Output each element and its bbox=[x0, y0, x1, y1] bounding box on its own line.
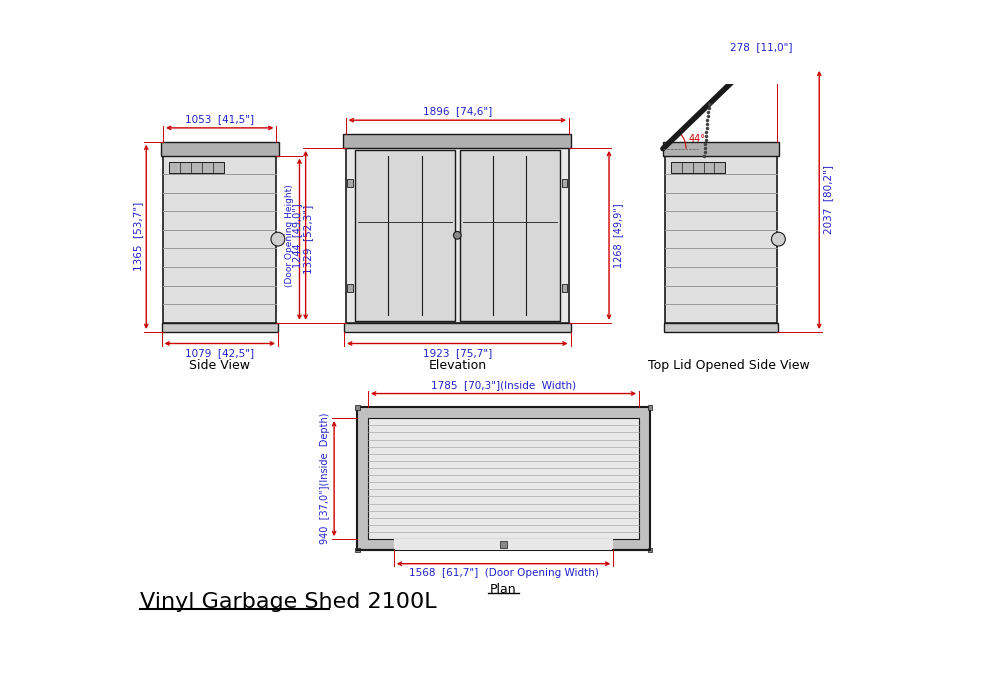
Bar bbox=[665, 155, 777, 323]
Bar bbox=[394, 539, 613, 550]
Bar bbox=[346, 148, 569, 323]
Text: 1244  [49,0"]: 1244 [49,0"] bbox=[292, 203, 302, 267]
Bar bbox=[354, 150, 455, 321]
Bar bbox=[562, 284, 567, 292]
Bar bbox=[357, 407, 649, 550]
Text: 1896  [74,6"]: 1896 [74,6"] bbox=[423, 106, 492, 116]
Bar bbox=[671, 162, 725, 172]
Circle shape bbox=[771, 232, 785, 246]
Text: 1785  [70,3"](Inside  Width): 1785 [70,3"](Inside Width) bbox=[431, 379, 576, 390]
Bar bbox=[344, 134, 571, 148]
Bar bbox=[459, 150, 559, 321]
Bar bbox=[347, 284, 352, 292]
Bar bbox=[647, 405, 652, 409]
Bar bbox=[345, 323, 570, 332]
Circle shape bbox=[453, 232, 461, 239]
Bar bbox=[347, 179, 352, 187]
Bar bbox=[501, 540, 507, 548]
Text: 1568  [61,7"]  (Door Opening Width): 1568 [61,7"] (Door Opening Width) bbox=[409, 568, 599, 578]
Bar bbox=[163, 155, 276, 323]
Text: 2037  [80,2"]: 2037 [80,2"] bbox=[823, 165, 833, 234]
Text: Top Lid Opened Side View: Top Lid Opened Side View bbox=[647, 359, 810, 372]
Bar bbox=[161, 323, 278, 332]
Text: (Door Opening Height): (Door Opening Height) bbox=[285, 184, 294, 287]
Bar bbox=[562, 179, 567, 187]
Text: 1365  [53,7"]: 1365 [53,7"] bbox=[134, 202, 144, 272]
Bar bbox=[354, 547, 359, 552]
Text: 1329  [52,3"]: 1329 [52,3"] bbox=[303, 204, 313, 274]
Text: 1079  [42,5"]: 1079 [42,5"] bbox=[185, 348, 254, 358]
Circle shape bbox=[271, 232, 285, 246]
Text: 44°: 44° bbox=[688, 134, 705, 144]
Bar bbox=[169, 162, 224, 172]
Text: Side View: Side View bbox=[189, 359, 250, 372]
Bar bbox=[160, 141, 278, 155]
Text: 1268  [49,9"]: 1268 [49,9"] bbox=[613, 203, 623, 267]
Text: 1053  [41,5"]: 1053 [41,5"] bbox=[185, 114, 254, 124]
Text: 940  [37,0"](Inside  Depth): 940 [37,0"](Inside Depth) bbox=[321, 413, 331, 545]
Text: 278  [11,0"]: 278 [11,0"] bbox=[731, 43, 793, 52]
Bar bbox=[368, 418, 640, 539]
Bar bbox=[647, 547, 652, 552]
Bar bbox=[663, 141, 779, 155]
Text: Vinyl Garbage Shed 2100L: Vinyl Garbage Shed 2100L bbox=[140, 592, 437, 612]
Text: 1923  [75,7"]: 1923 [75,7"] bbox=[423, 348, 492, 358]
Text: Plan: Plan bbox=[490, 583, 517, 596]
Bar bbox=[663, 323, 778, 332]
Bar bbox=[354, 405, 359, 409]
Text: Elevation: Elevation bbox=[429, 359, 486, 372]
